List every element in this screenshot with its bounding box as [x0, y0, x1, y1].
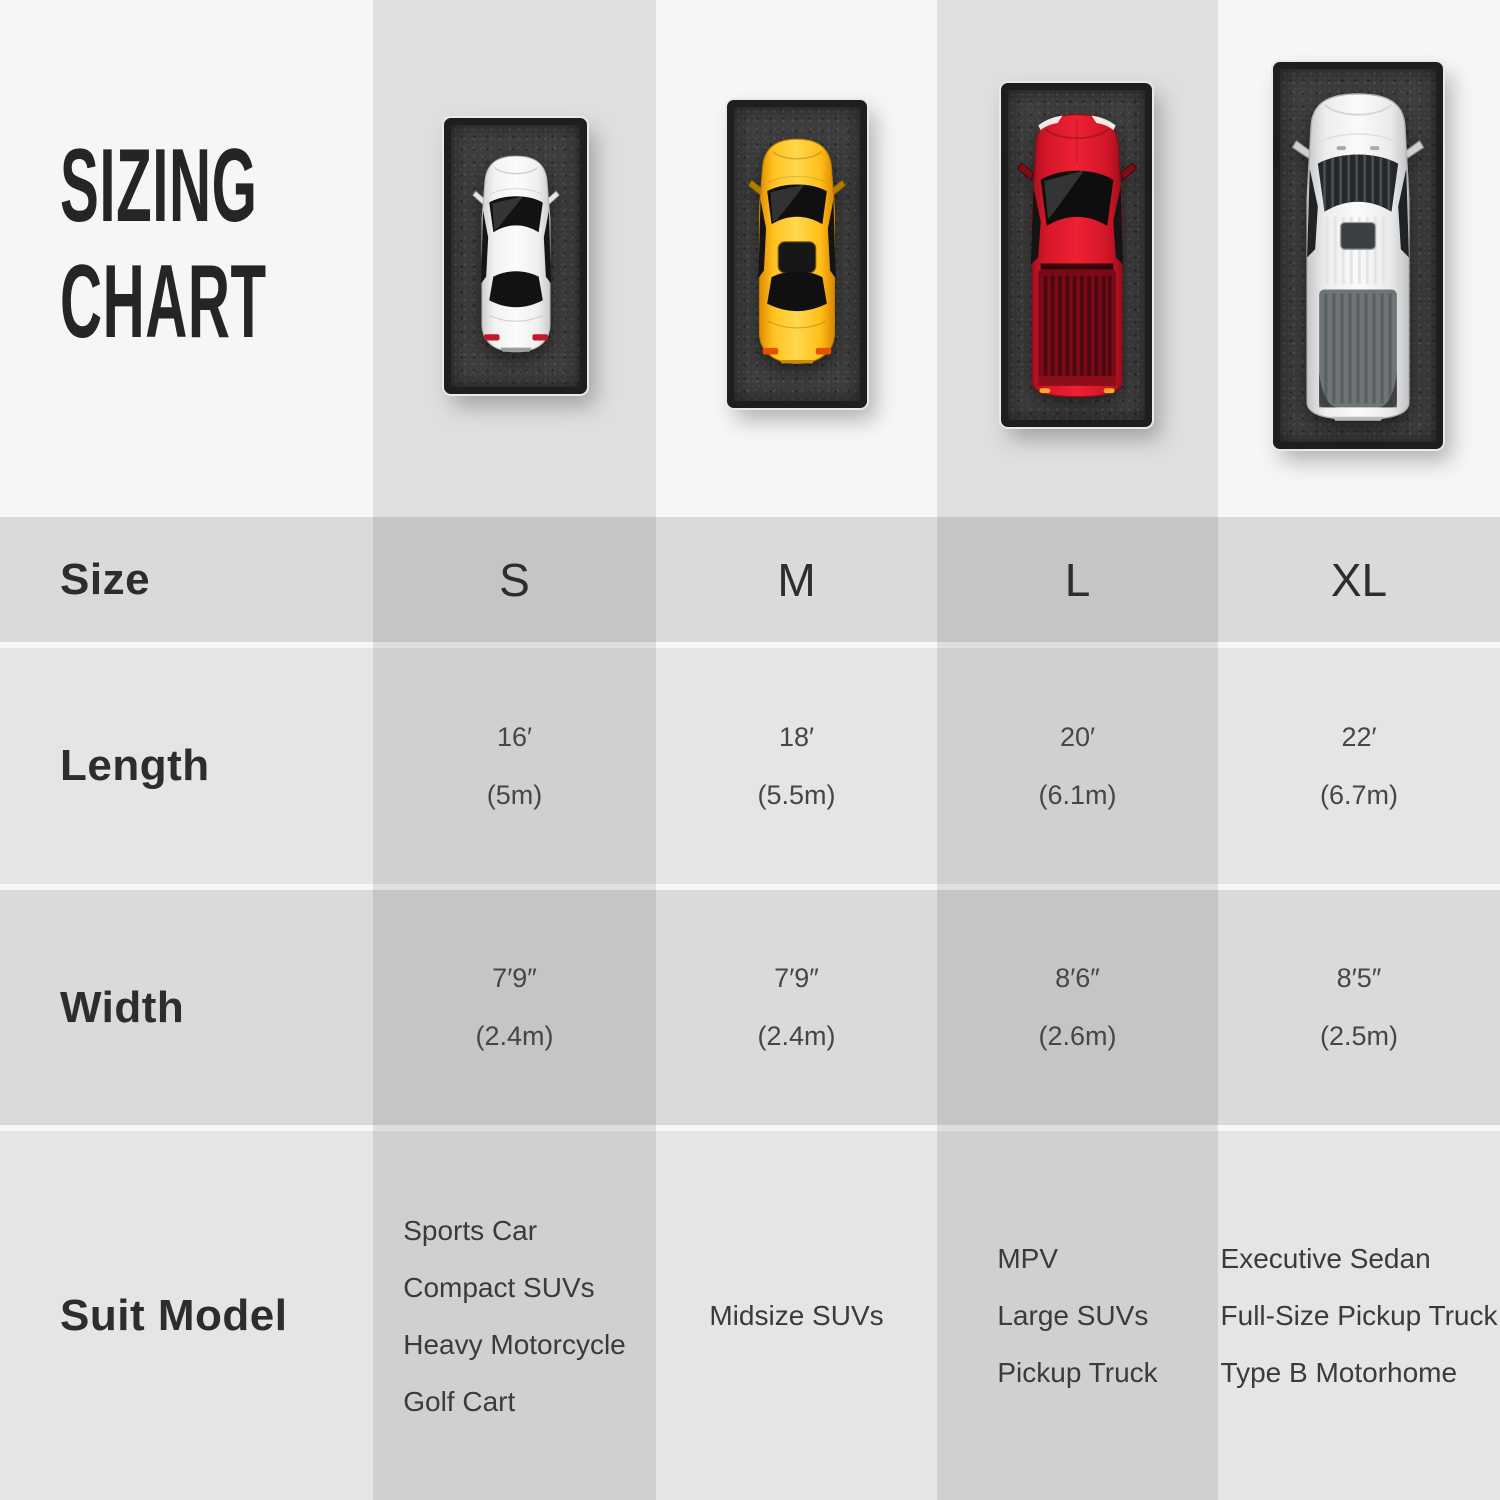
size-value-m: M — [777, 553, 816, 606]
width-feet: 8′5″ — [1336, 963, 1382, 993]
width-cell-l: 8′6″ (2.6m) — [937, 890, 1218, 1125]
length-feet: 18′ — [778, 721, 815, 752]
model-item: Sports Car — [403, 1214, 538, 1246]
suit-model-cell-m: Midsize SUVs — [656, 1131, 937, 1500]
model-item: Midsize SUVs — [709, 1300, 884, 1331]
length-meters: (5.5m) — [757, 779, 836, 810]
row-label-suit-model: Suit Model — [60, 1290, 288, 1340]
row-label-length: Length — [60, 741, 210, 790]
suit-model-cell-xl: Executive Sedan Full-Size Pickup Truck T… — [1218, 1131, 1500, 1500]
length-feet: 20′ — [1059, 721, 1096, 752]
length-cell-s: 16′ (5m) — [373, 648, 656, 884]
width-feet: 8′6″ — [1055, 963, 1100, 993]
yellow-car-top-view-icon — [747, 138, 847, 364]
length-feet: 16′ — [496, 721, 533, 752]
width-meters: (2.6m) — [1038, 1021, 1117, 1051]
model-item: MPV — [997, 1243, 1059, 1274]
car-mat-l — [1001, 83, 1152, 427]
red-pickup-truck-top-view-icon — [1016, 113, 1137, 398]
length-meters: (6.7m) — [1319, 779, 1398, 810]
table-row-suit-model: Suit Model Sports Car Compact SUVs Heavy… — [0, 1131, 1500, 1500]
model-list: Sports Car Compact SUVs Heavy Motorcycle… — [403, 1202, 626, 1430]
width-feet: 7′9″ — [774, 963, 819, 993]
model-item: Golf Cart — [403, 1385, 516, 1417]
model-item: Large SUVs — [997, 1300, 1149, 1331]
width-meters: (2.5m) — [1319, 1021, 1398, 1051]
width-cell-xl: 8′5″ (2.5m) — [1218, 890, 1500, 1125]
width-meters: (2.4m) — [475, 1021, 554, 1051]
model-item: Heavy Motorcycle — [403, 1328, 626, 1360]
white-pickup-truck-top-view-icon — [1291, 92, 1425, 421]
car-mat-xl — [1273, 62, 1443, 449]
length-cell-m: 18′ (5.5m) — [656, 648, 937, 884]
model-list: Midsize SUVs — [709, 1287, 883, 1344]
width-feet: 7′9″ — [492, 963, 537, 993]
length-cell-xl: 22′ (6.7m) — [1218, 648, 1500, 884]
width-cell-m: 7′9″ (2.4m) — [656, 890, 937, 1125]
length-meters: (5m) — [486, 779, 543, 810]
length-cell-l: 20′ (6.1m) — [937, 648, 1218, 884]
suit-model-cell-s: Sports Car Compact SUVs Heavy Motorcycle… — [373, 1131, 656, 1500]
page-title: SIZING CHART — [60, 128, 429, 360]
table-row-size: Size S M L XL — [0, 517, 1500, 642]
model-list: Executive Sedan Full-Size Pickup Truck T… — [1221, 1230, 1498, 1401]
car-mat-s — [444, 118, 587, 394]
row-label-size: Size — [60, 554, 151, 604]
model-list: MPV Large SUVs Pickup Truck — [997, 1230, 1157, 1401]
white-sedan-top-view-icon — [471, 155, 560, 353]
size-value-s: S — [499, 553, 530, 606]
row-label-width: Width — [60, 982, 185, 1032]
length-feet: 22′ — [1341, 721, 1377, 752]
car-mat-m — [727, 100, 867, 408]
model-item: Compact SUVs — [403, 1271, 595, 1303]
model-item: Type B Motorhome — [1220, 1357, 1458, 1388]
model-item: Executive Sedan — [1220, 1243, 1431, 1274]
model-item: Pickup Truck — [997, 1357, 1158, 1388]
table-row-length: Length 16′ (5m) 18′ (5.5m) 20′ (6.1m) 22… — [0, 648, 1500, 884]
width-cell-s: 7′9″ (2.4m) — [373, 890, 656, 1125]
size-value-l: L — [1064, 553, 1091, 606]
page-title-line-2: CHART — [60, 244, 267, 360]
page-title-line-1: SIZING — [60, 128, 258, 244]
model-item: Full-Size Pickup Truck — [1220, 1300, 1498, 1331]
size-value-xl: XL — [1330, 553, 1388, 606]
length-meters: (6.1m) — [1038, 779, 1117, 810]
width-meters: (2.4m) — [757, 1021, 836, 1051]
suit-model-cell-l: MPV Large SUVs Pickup Truck — [937, 1131, 1218, 1500]
table-row-width: Width 7′9″ (2.4m) 7′9″ (2.4m) 8′6″ (2.6m… — [0, 890, 1500, 1125]
